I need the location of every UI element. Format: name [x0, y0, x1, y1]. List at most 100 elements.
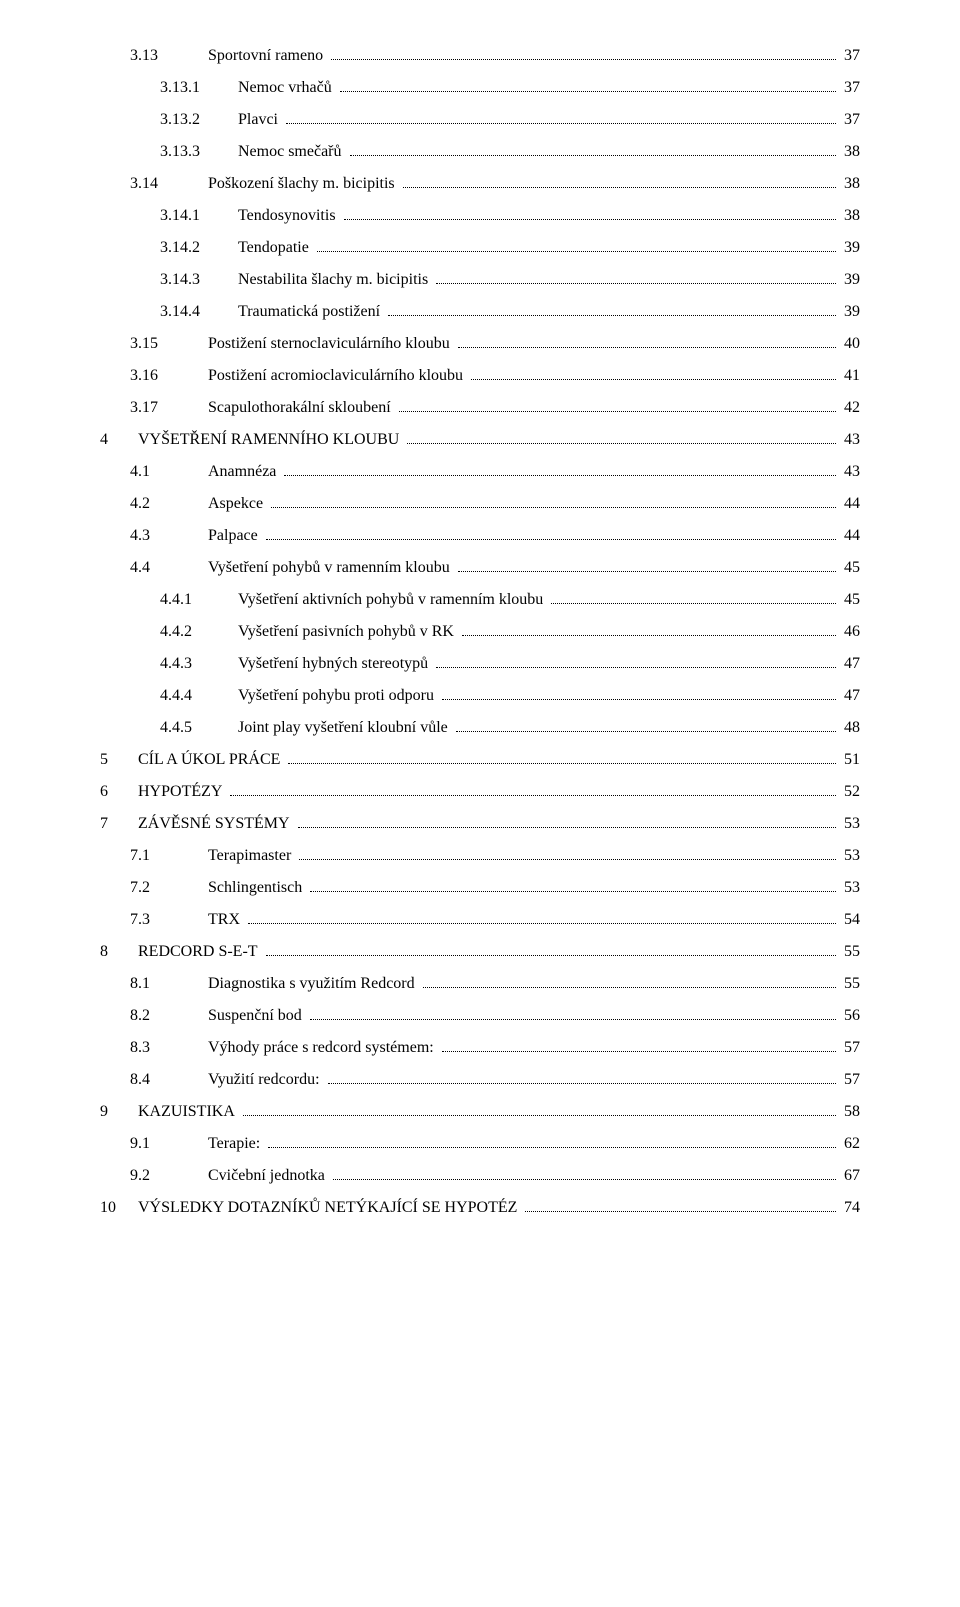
toc-entry: 8.1Diagnostika s využitím Redcord55	[100, 968, 860, 1000]
toc-entry-page: 40	[840, 328, 860, 360]
toc-entry-page: 47	[840, 648, 860, 680]
toc-entry-number: 3.13.3	[160, 136, 238, 168]
toc-dot-leader	[407, 443, 836, 444]
toc-entry: 6HYPOTÉZY 52	[100, 776, 860, 808]
toc-entry: 3.13Sportovní rameno37	[100, 40, 860, 72]
toc-entry-label: REDCORD S-E-T	[138, 936, 262, 968]
toc-entry: 9.1Terapie:62	[100, 1128, 860, 1160]
toc-entry-page: 45	[840, 552, 860, 584]
toc-entry: 4.4.3Vyšetření hybných stereotypů 47	[100, 648, 860, 680]
toc-page: 3.13Sportovní rameno373.13.1Nemoc vrhačů…	[0, 0, 960, 1264]
toc-entry-number: 3.13	[130, 40, 208, 72]
toc-entry-page: 62	[840, 1128, 860, 1160]
toc-dot-leader	[317, 251, 836, 252]
toc-entry: 4.1Anamnéza 43	[100, 456, 860, 488]
toc-entry: 7ZÁVĚSNÉ SYSTÉMY53	[100, 808, 860, 840]
toc-entry-number: 4.1	[130, 456, 208, 488]
toc-entry-number: 6	[100, 776, 138, 808]
toc-entry: 4.4.5Joint play vyšetření kloubní vůle48	[100, 712, 860, 744]
toc-entry: 8.2Suspenční bod 56	[100, 1000, 860, 1032]
toc-entry-number: 3.16	[130, 360, 208, 392]
toc-entry-number: 8.2	[130, 1000, 208, 1032]
toc-dot-leader	[266, 955, 836, 956]
toc-entry-number: 5	[100, 744, 138, 776]
toc-entry: 3.14Poškození šlachy m. bicipitis38	[100, 168, 860, 200]
toc-entry-number: 3.14	[130, 168, 208, 200]
toc-entry-label: HYPOTÉZY	[138, 776, 226, 808]
toc-dot-leader	[271, 507, 836, 508]
toc-entry-page: 44	[840, 488, 860, 520]
toc-entry: 9KAZUISTIKA58	[100, 1096, 860, 1128]
toc-entry: 3.14.2Tendopatie39	[100, 232, 860, 264]
toc-dot-leader	[471, 379, 836, 380]
toc-entry-number: 4.4.3	[160, 648, 238, 680]
toc-entry-number: 4.4.5	[160, 712, 238, 744]
toc-entry-page: 37	[840, 72, 860, 104]
toc-entry-number: 7.1	[130, 840, 208, 872]
toc-entry-label: Sportovní rameno	[208, 40, 327, 72]
toc-entry-number: 9	[100, 1096, 138, 1128]
toc-dot-leader	[310, 891, 836, 892]
toc-entry-number: 9.1	[130, 1128, 208, 1160]
toc-dot-leader	[458, 571, 836, 572]
toc-dot-leader	[268, 1147, 836, 1148]
toc-entry-number: 4.4	[130, 552, 208, 584]
toc-list: 3.13Sportovní rameno373.13.1Nemoc vrhačů…	[100, 40, 860, 1224]
toc-entry-label: TRX	[208, 904, 244, 936]
toc-dot-leader	[442, 1051, 836, 1052]
toc-entry-label: Nemoc vrhačů	[238, 72, 336, 104]
toc-entry-label: Využití redcordu:	[208, 1064, 324, 1096]
toc-entry-page: 47	[840, 680, 860, 712]
toc-entry-number: 3.14.3	[160, 264, 238, 296]
toc-dot-leader	[284, 475, 836, 476]
toc-entry: 4.4.1Vyšetření aktivních pohybů v ramenn…	[100, 584, 860, 616]
toc-entry-number: 10	[100, 1192, 138, 1224]
toc-entry-label: Aspekce	[208, 488, 267, 520]
toc-entry-label: KAZUISTIKA	[138, 1096, 239, 1128]
toc-entry-page: 44	[840, 520, 860, 552]
toc-entry-number: 7.2	[130, 872, 208, 904]
toc-entry-label: Postižení sternoclaviculárního kloubu	[208, 328, 454, 360]
toc-entry-page: 43	[840, 424, 860, 456]
toc-entry-page: 38	[840, 200, 860, 232]
toc-entry-label: Anamnéza	[208, 456, 280, 488]
toc-entry-page: 43	[840, 456, 860, 488]
toc-dot-leader	[436, 667, 836, 668]
toc-entry-label: Plavci	[238, 104, 282, 136]
toc-dot-leader	[340, 91, 836, 92]
toc-entry-label: Postižení acromioclaviculárního kloubu	[208, 360, 467, 392]
toc-entry-number: 3.14.1	[160, 200, 238, 232]
toc-entry-label: Suspenční bod	[208, 1000, 306, 1032]
toc-entry-page: 52	[840, 776, 860, 808]
toc-dot-leader	[344, 219, 836, 220]
toc-entry-number: 4.3	[130, 520, 208, 552]
toc-dot-leader	[328, 1083, 836, 1084]
toc-entry-label: Poškození šlachy m. bicipitis	[208, 168, 399, 200]
toc-entry: 3.15Postižení sternoclaviculárního kloub…	[100, 328, 860, 360]
toc-entry-number: 4.4.1	[160, 584, 238, 616]
toc-entry-label: Vyšetření aktivních pohybů v ramenním kl…	[238, 584, 547, 616]
toc-entry: 3.13.3Nemoc smečařů38	[100, 136, 860, 168]
toc-dot-leader	[350, 155, 836, 156]
toc-entry-page: 74	[840, 1192, 860, 1224]
toc-entry-number: 3.14.4	[160, 296, 238, 328]
toc-entry-page: 53	[840, 872, 860, 904]
toc-entry: 4.4Vyšetření pohybů v ramenním kloubu 45	[100, 552, 860, 584]
toc-entry: 3.14.1Tendosynovitis38	[100, 200, 860, 232]
toc-entry: 4.2Aspekce44	[100, 488, 860, 520]
toc-entry: 3.17Scapulothorakální skloubení42	[100, 392, 860, 424]
toc-entry-label: Vyšetření pohybů v ramenním kloubu	[208, 552, 454, 584]
toc-entry: 10VÝSLEDKY DOTAZNÍKŮ NETÝKAJÍCÍ SE HYPOT…	[100, 1192, 860, 1224]
toc-entry: 8.3Výhody práce s redcord systémem:57	[100, 1032, 860, 1064]
toc-entry-page: 37	[840, 104, 860, 136]
toc-entry-page: 55	[840, 968, 860, 1000]
toc-entry-label: Vyšetření hybných stereotypů	[238, 648, 432, 680]
toc-entry: 4VYŠETŘENÍ RAMENNÍHO KLOUBU43	[100, 424, 860, 456]
toc-dot-leader	[298, 827, 836, 828]
toc-entry-label: Výhody práce s redcord systémem:	[208, 1032, 438, 1064]
toc-entry-page: 39	[840, 264, 860, 296]
toc-entry: 4.4.2Vyšetření pasivních pohybů v RK46	[100, 616, 860, 648]
toc-entry-page: 56	[840, 1000, 860, 1032]
toc-entry-number: 3.13.1	[160, 72, 238, 104]
toc-dot-leader	[288, 763, 836, 764]
